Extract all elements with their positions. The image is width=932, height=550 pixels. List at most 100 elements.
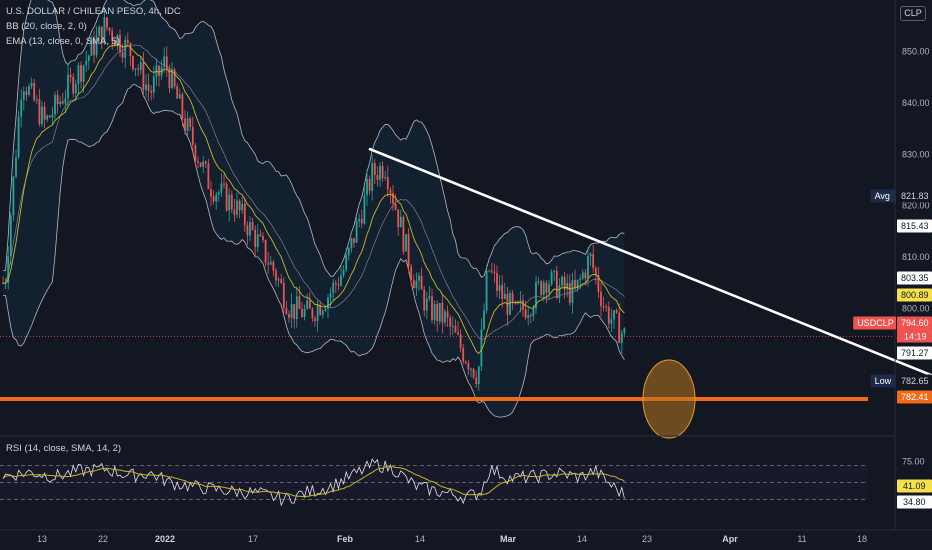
candle-body	[350, 238, 353, 248]
candle-body	[9, 215, 12, 257]
candle-body	[17, 116, 20, 158]
price-label-box	[897, 219, 932, 233]
candle-body	[238, 200, 241, 211]
candle-body	[137, 68, 140, 71]
price-axis[interactable]: 850.00 840.00 830.00 820.00 810.00 800.00 75.0…	[853, 0, 932, 530]
candle-body	[150, 90, 153, 93]
candle-body	[342, 269, 345, 276]
candle-body	[168, 68, 171, 88]
symbol-legend[interactable]: U.S. DOLLAR / CHILEAN PESO, 4h, IDC	[6, 6, 181, 17]
candle-body	[337, 284, 340, 286]
candle-body	[298, 296, 301, 310]
candle-body	[204, 161, 207, 164]
candle-body	[542, 282, 545, 295]
time-tick-label: Feb	[337, 534, 354, 544]
candle-body	[444, 311, 446, 323]
price-label-value: 782.65	[901, 376, 929, 386]
price-tick-label: 830.00	[902, 149, 930, 159]
candle-body	[540, 281, 543, 295]
target-circle[interactable]	[642, 359, 696, 439]
candle-body	[108, 27, 111, 31]
price-label-value: 803.35	[901, 273, 929, 283]
rsi-value-label: 34.80	[903, 497, 926, 507]
candle-body	[470, 368, 472, 370]
price-label-box	[897, 390, 932, 404]
candle-body	[488, 270, 491, 272]
candle-body	[319, 304, 322, 315]
candle-body	[30, 82, 33, 87]
candle-body	[59, 101, 62, 105]
ema-legend[interactable]: EMA (13, close, 0, SMA, 5)	[6, 36, 121, 47]
candle-body	[116, 34, 119, 47]
candle-body	[340, 275, 342, 286]
candle-body	[269, 261, 272, 265]
trendline[interactable]	[368, 147, 932, 377]
candle-body	[358, 218, 361, 222]
candle-body	[418, 275, 420, 281]
candle-body	[303, 308, 306, 318]
candle-body	[472, 368, 475, 378]
candle-body	[371, 163, 374, 191]
candle-body	[106, 17, 108, 28]
candle-body	[579, 278, 582, 280]
candle-body	[119, 34, 121, 53]
candle-body	[82, 65, 85, 82]
price-label-value: 791.27	[901, 348, 929, 358]
candle-body	[475, 377, 478, 384]
candle-body	[483, 310, 485, 330]
candle-body	[25, 91, 28, 95]
price-label-tag-box	[870, 374, 896, 388]
price-label-box	[897, 374, 932, 388]
currency-label: CLP	[904, 8, 922, 18]
candle-body	[243, 203, 246, 226]
candle-body	[285, 307, 288, 314]
candle-body	[56, 95, 59, 105]
rsi-legend[interactable]: RSI (14, close, SMA, 14, 2)	[6, 443, 122, 454]
candle-body	[251, 221, 254, 230]
candle-body	[397, 209, 400, 228]
candle-body	[568, 283, 571, 303]
candle-body	[158, 65, 160, 76]
price-tick-label: 820.00	[902, 201, 930, 211]
price-label-box	[897, 189, 932, 203]
candle-body	[54, 95, 56, 115]
bb-legend[interactable]: BB (20, close, 2, 0)	[6, 21, 87, 32]
time-tick-label: Mar	[500, 534, 517, 544]
candle-body	[431, 296, 433, 321]
candle-body	[613, 310, 615, 320]
candle-body	[46, 115, 49, 120]
candle-body	[306, 300, 309, 309]
candle-body	[381, 165, 384, 179]
candle-body	[441, 302, 444, 323]
candle-body	[425, 298, 428, 311]
candle-body	[558, 285, 561, 299]
candle-body	[20, 99, 23, 117]
candle-body	[373, 163, 376, 176]
candle-body	[574, 280, 576, 289]
candle-body	[95, 36, 98, 56]
candle-body	[194, 145, 197, 161]
candle-body	[220, 183, 223, 193]
candle-body	[620, 333, 623, 343]
candle-body	[524, 309, 527, 318]
candle-body	[67, 74, 69, 99]
candle-body	[129, 43, 132, 57]
currency-badge[interactable]: CLP	[900, 6, 926, 21]
candle-body	[605, 306, 608, 308]
candle-body	[241, 203, 244, 211]
candle-body	[199, 162, 202, 167]
candle-body	[438, 302, 441, 322]
candle-body	[142, 62, 145, 90]
time-axis[interactable]: 13 22 2022 17 Feb 14 Mar 14 23 Apr 11 18	[0, 529, 932, 544]
candle-body	[28, 86, 30, 95]
candle-body	[12, 176, 15, 216]
price-label-value: 815.43	[901, 221, 929, 231]
candle-body	[355, 221, 358, 243]
rsi-value-box	[897, 495, 932, 509]
price-label-box	[897, 288, 932, 302]
candle-body	[555, 270, 558, 299]
rsi-tick-label: 75.00	[902, 456, 925, 466]
candle-body	[225, 184, 228, 211]
